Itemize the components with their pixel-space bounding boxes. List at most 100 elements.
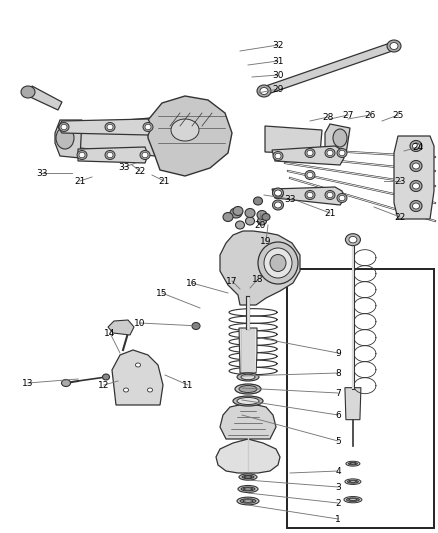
Ellipse shape (241, 374, 255, 379)
Text: 5: 5 (335, 437, 341, 446)
Ellipse shape (325, 149, 335, 157)
Bar (287, 269, 434, 528)
Ellipse shape (390, 43, 398, 50)
Polygon shape (345, 387, 361, 419)
Ellipse shape (145, 124, 151, 130)
Ellipse shape (410, 160, 422, 172)
Ellipse shape (21, 86, 35, 98)
Ellipse shape (387, 40, 401, 52)
Text: 14: 14 (104, 328, 116, 337)
Ellipse shape (333, 129, 347, 147)
Ellipse shape (124, 388, 128, 392)
Ellipse shape (262, 214, 270, 221)
Text: 22: 22 (134, 166, 145, 175)
Text: 15: 15 (156, 288, 168, 297)
Polygon shape (220, 403, 276, 439)
Ellipse shape (347, 480, 358, 483)
Polygon shape (325, 124, 350, 156)
Ellipse shape (233, 206, 243, 215)
Text: 9: 9 (335, 349, 341, 358)
Ellipse shape (305, 171, 315, 180)
Ellipse shape (77, 150, 87, 159)
Text: 21: 21 (74, 176, 86, 185)
Ellipse shape (345, 479, 361, 484)
Text: 11: 11 (182, 381, 194, 390)
Polygon shape (220, 231, 300, 305)
Text: 8: 8 (335, 368, 341, 377)
Ellipse shape (275, 191, 281, 197)
Ellipse shape (245, 208, 255, 217)
Ellipse shape (244, 488, 252, 490)
Ellipse shape (260, 87, 268, 94)
Ellipse shape (148, 388, 152, 392)
Ellipse shape (241, 487, 255, 491)
Text: 32: 32 (272, 41, 284, 50)
Text: 21: 21 (324, 208, 336, 217)
Text: 10: 10 (134, 319, 146, 327)
Polygon shape (148, 96, 232, 176)
Ellipse shape (56, 127, 74, 149)
Polygon shape (272, 146, 344, 165)
Polygon shape (394, 136, 434, 219)
Polygon shape (80, 118, 155, 156)
Ellipse shape (142, 152, 148, 158)
Ellipse shape (325, 190, 335, 199)
Text: 28: 28 (322, 112, 334, 122)
Text: 33: 33 (118, 163, 130, 172)
Ellipse shape (107, 124, 113, 130)
Ellipse shape (240, 499, 256, 503)
Ellipse shape (337, 193, 347, 203)
Ellipse shape (346, 233, 360, 246)
Ellipse shape (272, 200, 283, 210)
Ellipse shape (236, 221, 244, 229)
Ellipse shape (235, 384, 261, 394)
Ellipse shape (246, 217, 254, 225)
Text: 13: 13 (22, 378, 34, 387)
Polygon shape (28, 86, 62, 110)
Ellipse shape (61, 379, 71, 386)
Text: 2: 2 (335, 498, 341, 507)
Ellipse shape (413, 183, 420, 189)
Ellipse shape (239, 474, 257, 480)
Ellipse shape (135, 363, 141, 367)
Text: 23: 23 (394, 176, 406, 185)
Ellipse shape (305, 190, 315, 199)
Ellipse shape (272, 188, 283, 198)
Ellipse shape (171, 119, 199, 141)
Ellipse shape (244, 476, 252, 478)
Ellipse shape (410, 141, 422, 151)
Ellipse shape (237, 373, 259, 381)
Ellipse shape (327, 192, 333, 198)
Ellipse shape (257, 211, 267, 220)
Polygon shape (272, 187, 345, 205)
Ellipse shape (264, 248, 292, 278)
Ellipse shape (327, 150, 333, 156)
Ellipse shape (339, 150, 345, 156)
Ellipse shape (192, 322, 200, 329)
Text: 30: 30 (272, 70, 284, 79)
Ellipse shape (275, 154, 281, 159)
Ellipse shape (243, 500, 253, 502)
Ellipse shape (350, 463, 356, 464)
Ellipse shape (258, 242, 298, 284)
Polygon shape (58, 119, 152, 135)
Polygon shape (108, 320, 134, 335)
Polygon shape (239, 328, 257, 373)
Ellipse shape (339, 195, 345, 201)
Ellipse shape (239, 385, 257, 392)
Ellipse shape (237, 398, 259, 405)
Polygon shape (55, 120, 82, 158)
Ellipse shape (242, 475, 254, 479)
Polygon shape (216, 439, 280, 473)
Ellipse shape (275, 190, 282, 196)
Ellipse shape (305, 149, 315, 157)
Ellipse shape (413, 143, 420, 149)
Polygon shape (265, 126, 322, 154)
Ellipse shape (237, 497, 259, 505)
Polygon shape (260, 43, 398, 94)
Text: 4: 4 (335, 466, 341, 475)
Text: 24: 24 (412, 142, 424, 151)
Ellipse shape (61, 124, 67, 130)
Text: 33: 33 (36, 168, 48, 177)
Ellipse shape (258, 217, 266, 225)
